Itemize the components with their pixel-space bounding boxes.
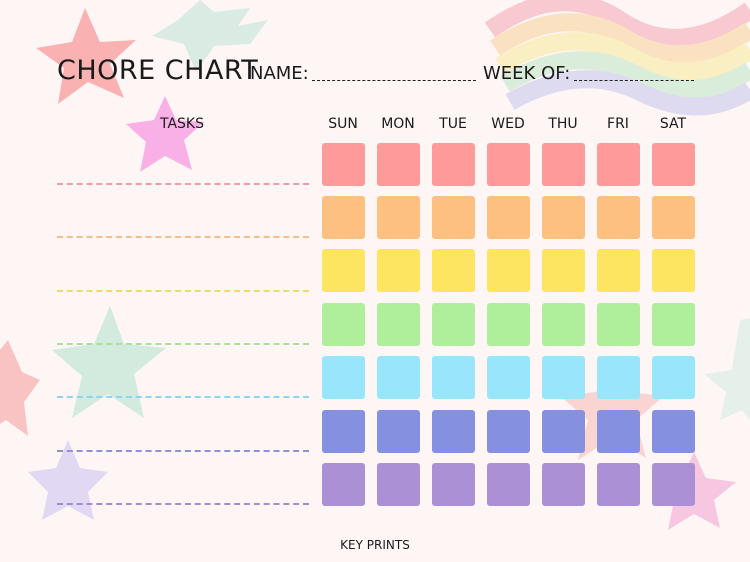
rainbow-decoration <box>484 0 750 116</box>
chore-cell-row6-fri[interactable] <box>597 410 640 453</box>
chore-cell-row2-mon[interactable] <box>377 196 420 239</box>
chore-cell-row2-thu[interactable] <box>542 196 585 239</box>
chore-cell-row2-fri[interactable] <box>597 196 640 239</box>
chore-cell-row7-thu[interactable] <box>542 463 585 506</box>
chore-cell-row5-sat[interactable] <box>652 356 695 399</box>
chore-cell-row6-thu[interactable] <box>542 410 585 453</box>
chore-cell-row7-mon[interactable] <box>377 463 420 506</box>
chore-cell-row7-sun[interactable] <box>322 463 365 506</box>
task-line-2[interactable] <box>57 236 309 238</box>
task-line-4[interactable] <box>57 343 309 345</box>
chore-cell-row6-wed[interactable] <box>487 410 530 453</box>
day-header-mon: MON <box>381 116 415 132</box>
chore-cell-row4-mon[interactable] <box>377 303 420 346</box>
chore-cell-row3-sun[interactable] <box>322 249 365 292</box>
name-label: NAME: <box>250 63 309 84</box>
chore-cell-row2-sat[interactable] <box>652 196 695 239</box>
chore-cell-row1-thu[interactable] <box>542 143 585 186</box>
chore-cell-row1-fri[interactable] <box>597 143 640 186</box>
chore-cell-row4-fri[interactable] <box>597 303 640 346</box>
chore-cell-row3-mon[interactable] <box>377 249 420 292</box>
star-decoration <box>0 340 40 436</box>
chore-cell-row5-tue[interactable] <box>432 356 475 399</box>
task-line-5[interactable] <box>57 396 309 398</box>
chore-cell-row5-fri[interactable] <box>597 356 640 399</box>
star-decoration <box>52 306 166 418</box>
task-line-6[interactable] <box>57 450 309 452</box>
chore-cell-row7-tue[interactable] <box>432 463 475 506</box>
chore-cell-row3-wed[interactable] <box>487 249 530 292</box>
star-decoration <box>152 0 268 72</box>
star-decoration <box>28 440 108 520</box>
star-decoration <box>704 318 750 420</box>
day-header-tue: TUE <box>439 116 467 132</box>
day-header-wed: WED <box>491 116 525 132</box>
week-of-blank-line[interactable] <box>574 80 694 81</box>
day-header-sat: SAT <box>659 116 687 132</box>
chore-cell-row1-wed[interactable] <box>487 143 530 186</box>
chore-cell-row2-wed[interactable] <box>487 196 530 239</box>
chore-cell-row5-thu[interactable] <box>542 356 585 399</box>
task-line-3[interactable] <box>57 290 309 292</box>
chore-cell-row4-tue[interactable] <box>432 303 475 346</box>
chore-cell-row4-sun[interactable] <box>322 303 365 346</box>
day-header-thu: THU <box>548 116 578 132</box>
footer-credit: KEY PRINTS <box>340 538 410 552</box>
chore-cell-row5-wed[interactable] <box>487 356 530 399</box>
task-line-7[interactable] <box>57 503 309 505</box>
star-decoration <box>36 8 136 104</box>
chore-cell-row6-mon[interactable] <box>377 410 420 453</box>
chore-cell-row4-thu[interactable] <box>542 303 585 346</box>
chore-cell-row6-sun[interactable] <box>322 410 365 453</box>
day-header-fri: FRI <box>607 116 629 132</box>
star-decoration <box>126 96 204 172</box>
chore-cell-row6-tue[interactable] <box>432 410 475 453</box>
chore-cell-row2-sun[interactable] <box>322 196 365 239</box>
chore-cell-row2-tue[interactable] <box>432 196 475 239</box>
chore-cell-row7-wed[interactable] <box>487 463 530 506</box>
tasks-header: TASKS <box>160 116 204 132</box>
day-header-sun: SUN <box>328 116 358 132</box>
page-title: CHORE CHART <box>57 55 259 86</box>
chore-cell-row1-mon[interactable] <box>377 143 420 186</box>
chore-cell-row1-sun[interactable] <box>322 143 365 186</box>
chore-cell-row3-fri[interactable] <box>597 249 640 292</box>
chore-cell-row5-mon[interactable] <box>377 356 420 399</box>
chore-cell-row1-tue[interactable] <box>432 143 475 186</box>
chore-cell-row3-sat[interactable] <box>652 249 695 292</box>
week-of-label: WEEK OF: <box>483 63 571 84</box>
name-blank-line[interactable] <box>312 80 476 81</box>
chore-cell-row3-thu[interactable] <box>542 249 585 292</box>
chore-cell-row7-fri[interactable] <box>597 463 640 506</box>
chore-cell-row3-tue[interactable] <box>432 249 475 292</box>
task-line-1[interactable] <box>57 183 309 185</box>
chore-cell-row7-sat[interactable] <box>652 463 695 506</box>
chore-cell-row5-sun[interactable] <box>322 356 365 399</box>
chore-cell-row4-wed[interactable] <box>487 303 530 346</box>
chore-cell-row1-sat[interactable] <box>652 143 695 186</box>
chore-cell-row4-sat[interactable] <box>652 303 695 346</box>
chore-cell-row6-sat[interactable] <box>652 410 695 453</box>
